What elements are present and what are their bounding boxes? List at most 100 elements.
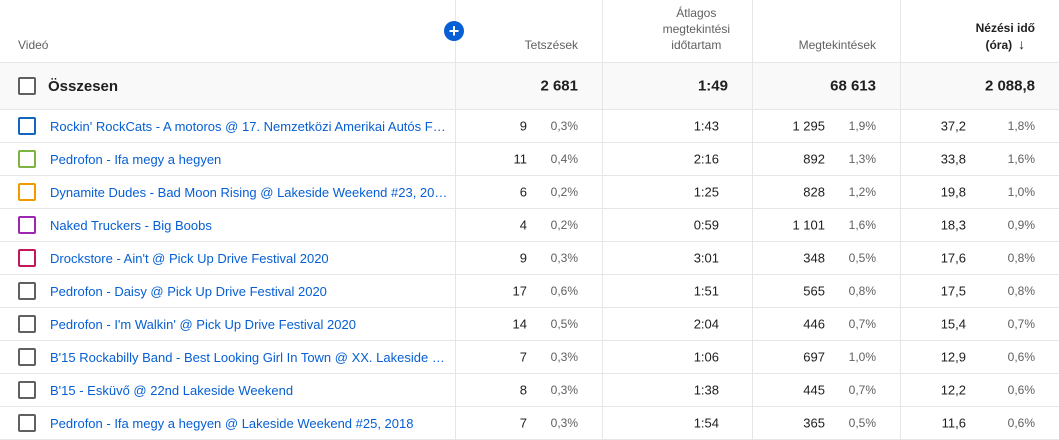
likes-header-label: Tetszések bbox=[524, 38, 578, 52]
views-cell: 1 101 1,6% bbox=[752, 209, 900, 241]
likes-column-header[interactable]: Tetszések bbox=[455, 0, 602, 62]
video-cell: Drockstore - Ain't @ Pick Up Drive Festi… bbox=[0, 242, 455, 274]
likes-cell: 9 0,3% bbox=[455, 110, 602, 142]
likes-cell: 14 0,5% bbox=[455, 308, 602, 340]
views-cell: 446 0,7% bbox=[752, 308, 900, 340]
avg-duration-cell: 1:25 bbox=[602, 176, 752, 208]
video-title-link[interactable]: Pedrofon - Ifa megy a hegyen bbox=[50, 151, 222, 167]
video-title-link[interactable]: B'15 Rockabilly Band - Best Looking Girl… bbox=[50, 349, 448, 365]
views-value: 1 295 bbox=[792, 118, 825, 134]
table-row: Pedrofon - I'm Walkin' @ Pick Up Drive F… bbox=[0, 308, 1059, 341]
total-views-cell: 68 613 bbox=[752, 63, 900, 109]
video-title-link[interactable]: Drockstore - Ain't @ Pick Up Drive Festi… bbox=[50, 250, 329, 266]
table-row: Pedrofon - Daisy @ Pick Up Drive Festiva… bbox=[0, 275, 1059, 308]
video-title-link[interactable]: B'15 - Esküvő @ 22nd Lakeside Weekend bbox=[50, 382, 294, 398]
table-header: Videó Tetszések Átlagos megtekintési idő… bbox=[0, 0, 1059, 63]
watch-time-percent: 1,8% bbox=[1007, 119, 1035, 133]
avg-duration-value: 1:43 bbox=[693, 118, 719, 134]
total-checkbox[interactable] bbox=[18, 77, 36, 95]
watch-time-percent: 1,6% bbox=[1007, 152, 1035, 166]
avg-duration-value: 1:54 bbox=[693, 415, 719, 431]
row-checkbox[interactable] bbox=[18, 183, 36, 201]
watch-time-percent: 0,9% bbox=[1007, 218, 1035, 232]
likes-value: 7 bbox=[519, 415, 527, 431]
video-title-link[interactable]: Pedrofon - I'm Walkin' @ Pick Up Drive F… bbox=[50, 316, 356, 332]
video-cell: Pedrofon - Ifa megy a hegyen bbox=[0, 143, 455, 175]
likes-percent: 0,3% bbox=[550, 251, 578, 265]
avg-duration-value: 3:01 bbox=[693, 250, 719, 266]
likes-percent: 0,3% bbox=[550, 416, 578, 430]
video-title-link[interactable]: Pedrofon - Ifa megy a hegyen @ Lakeside … bbox=[50, 415, 414, 431]
row-checkbox[interactable] bbox=[18, 150, 36, 168]
views-header-label: Megtekintések bbox=[798, 38, 876, 52]
views-value: 1 101 bbox=[792, 217, 825, 233]
table-row: Naked Truckers - Big Boobs 4 0,2% 0:59 1… bbox=[0, 209, 1059, 242]
watch-header-line-2: (óra) bbox=[985, 38, 1013, 52]
video-cell: B'15 Rockabilly Band - Best Looking Girl… bbox=[0, 341, 455, 373]
video-title-link[interactable]: Naked Truckers - Big Boobs bbox=[50, 217, 212, 233]
total-row: Összesen 2 681 1:49 68 613 2 088,8 bbox=[0, 63, 1059, 110]
watch-time-cell: 17,6 0,8% bbox=[900, 242, 1059, 274]
likes-value: 9 bbox=[519, 118, 527, 134]
row-checkbox[interactable] bbox=[18, 348, 36, 366]
views-percent: 0,7% bbox=[848, 317, 876, 331]
avg-duration-cell: 1:54 bbox=[602, 407, 752, 439]
watch-time-percent: 0,6% bbox=[1007, 416, 1035, 430]
table-row: Dynamite Dudes - Bad Moon Rising @ Lakes… bbox=[0, 176, 1059, 209]
video-title-link[interactable]: Rockin' RockCats - A motoros @ 17. Nemze… bbox=[50, 118, 448, 134]
avg-duration-cell: 1:38 bbox=[602, 374, 752, 406]
avg-duration-cell: 1:06 bbox=[602, 341, 752, 373]
watch-time-percent: 0,6% bbox=[1007, 350, 1035, 364]
views-value: 892 bbox=[803, 151, 825, 167]
likes-value: 9 bbox=[519, 250, 527, 266]
watch-time-cell: 12,9 0,6% bbox=[900, 341, 1059, 373]
watch-time-cell: 12,2 0,6% bbox=[900, 374, 1059, 406]
row-checkbox[interactable] bbox=[18, 282, 36, 300]
views-cell: 892 1,3% bbox=[752, 143, 900, 175]
video-cell: Pedrofon - I'm Walkin' @ Pick Up Drive F… bbox=[0, 308, 455, 340]
total-avg-duration: 1:49 bbox=[697, 77, 728, 95]
views-percent: 1,9% bbox=[848, 119, 876, 133]
likes-percent: 0,5% bbox=[550, 317, 578, 331]
video-title-link[interactable]: Pedrofon - Daisy @ Pick Up Drive Festiva… bbox=[50, 283, 327, 299]
avg-duration-value: 1:06 bbox=[693, 349, 719, 365]
views-percent: 1,6% bbox=[848, 218, 876, 232]
views-percent: 1,2% bbox=[848, 185, 876, 199]
row-checkbox[interactable] bbox=[18, 315, 36, 333]
row-checkbox[interactable] bbox=[18, 414, 36, 432]
total-watch-time: 2 088,8 bbox=[984, 77, 1035, 95]
likes-percent: 0,3% bbox=[550, 119, 578, 133]
views-value: 446 bbox=[803, 316, 825, 332]
likes-percent: 0,2% bbox=[550, 218, 578, 232]
row-checkbox[interactable] bbox=[18, 117, 36, 135]
watch-time-value: 18,3 bbox=[940, 217, 966, 233]
video-cell: B'15 - Esküvő @ 22nd Lakeside Weekend bbox=[0, 374, 455, 406]
plus-icon[interactable]: + bbox=[444, 21, 464, 41]
video-cell: Pedrofon - Daisy @ Pick Up Drive Festiva… bbox=[0, 275, 455, 307]
row-checkbox[interactable] bbox=[18, 216, 36, 234]
views-column-header[interactable]: Megtekintések bbox=[752, 0, 900, 62]
table-row: Rockin' RockCats - A motoros @ 17. Nemze… bbox=[0, 110, 1059, 143]
likes-percent: 0,4% bbox=[550, 152, 578, 166]
watch-time-value: 12,2 bbox=[940, 382, 966, 398]
arrow-down-icon[interactable]: ↓ bbox=[1018, 36, 1026, 52]
views-value: 697 bbox=[803, 349, 825, 365]
avg-duration-column-header[interactable]: Átlagos megtekintési időtartam bbox=[602, 0, 752, 62]
row-checkbox[interactable] bbox=[18, 249, 36, 267]
avg-duration-value: 0:59 bbox=[693, 217, 719, 233]
likes-cell: 17 0,6% bbox=[455, 275, 602, 307]
likes-cell: 4 0,2% bbox=[455, 209, 602, 241]
views-percent: 0,5% bbox=[848, 416, 876, 430]
watch-time-column-header[interactable]: Nézési idő (óra) ↓ bbox=[900, 0, 1059, 62]
total-label: Összesen bbox=[48, 77, 119, 95]
avg-duration-cell: 2:16 bbox=[602, 143, 752, 175]
views-value: 445 bbox=[803, 382, 825, 398]
video-title-link[interactable]: Dynamite Dudes - Bad Moon Rising @ Lakes… bbox=[50, 184, 448, 200]
total-likes-cell: 2 681 bbox=[455, 63, 602, 109]
likes-percent: 0,6% bbox=[550, 284, 578, 298]
row-checkbox[interactable] bbox=[18, 381, 36, 399]
total-label-cell: Összesen bbox=[0, 63, 455, 109]
views-value: 828 bbox=[803, 184, 825, 200]
total-likes: 2 681 bbox=[540, 77, 578, 95]
